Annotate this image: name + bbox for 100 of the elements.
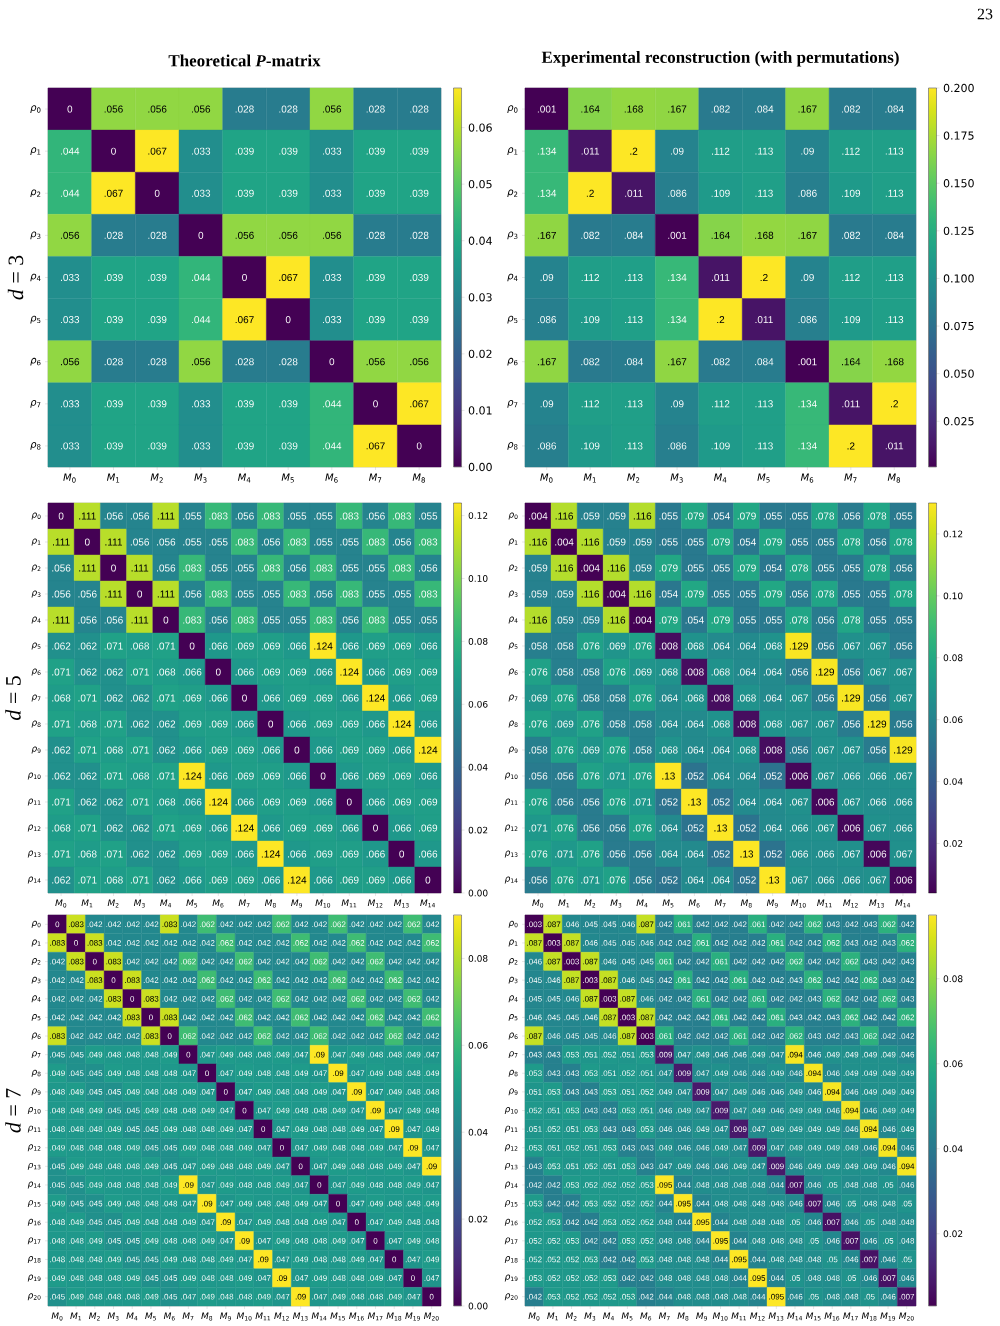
data-label: .048: [387, 1182, 402, 1188]
y-tick-label: ρ$_{9}$: [508, 1088, 518, 1096]
data-label: .048: [293, 1089, 309, 1095]
data-label: .048: [694, 1256, 710, 1263]
data-label: .006: [815, 798, 835, 806]
data-label: .048: [405, 1200, 421, 1207]
data-label: .056: [130, 538, 149, 546]
data-label: .046: [564, 995, 579, 1002]
data-label: .167: [798, 231, 817, 239]
data-label: .047: [312, 1070, 327, 1077]
data-label: .047: [293, 1144, 309, 1151]
data-label: .079: [685, 512, 704, 520]
y-tick-label: ρ$_{10}$: [27, 772, 41, 780]
data-label: .042: [237, 940, 252, 946]
x-tick-label: M$_{3}$: [194, 473, 207, 483]
data-label: .044: [192, 316, 211, 324]
data-label: .048: [349, 1163, 365, 1170]
data-label: .048: [218, 1293, 234, 1300]
data-label: .045: [106, 1089, 121, 1095]
data-label: .055: [419, 512, 438, 520]
data-label: .043: [601, 1107, 617, 1114]
data-label: .05: [827, 1256, 838, 1263]
data-label: .047: [732, 1107, 747, 1114]
data-label: .046: [899, 1182, 915, 1188]
data-label: .045: [527, 977, 542, 983]
data-label: .064: [659, 694, 678, 702]
data-label: .042: [899, 921, 915, 928]
data-label: .049: [106, 1256, 121, 1263]
data-label: .048: [330, 1256, 346, 1263]
data-label: .168: [885, 358, 904, 366]
data-label: .048: [256, 1070, 271, 1077]
data-label: .094: [787, 1051, 803, 1058]
data-label: .048: [330, 1144, 346, 1151]
data-label: .053: [545, 1293, 561, 1300]
data-label: .011: [755, 316, 773, 324]
data-label: .048: [68, 1107, 84, 1114]
data-label: .049: [862, 1163, 877, 1170]
data-label: .048: [424, 1089, 440, 1095]
data-label: .064: [711, 772, 730, 780]
data-label: .048: [199, 1144, 215, 1151]
data-label: .047: [218, 1237, 234, 1244]
data-label: .055: [340, 538, 359, 546]
data-label: .048: [162, 1107, 178, 1114]
data-label: .009: [732, 1126, 747, 1132]
data-label: .049: [218, 1256, 234, 1263]
data-label: .049: [806, 1107, 821, 1114]
data-label: .068: [52, 694, 71, 702]
data-label: .052: [737, 876, 756, 884]
data-label: .053: [601, 1275, 617, 1281]
data-label: .164: [842, 358, 861, 366]
y-tick-label: ρ$_{0}$: [508, 920, 518, 928]
data-label: .043: [899, 995, 915, 1002]
color-bar-label: 0.150: [943, 179, 974, 188]
data-label: .056: [555, 798, 574, 806]
data-label: .049: [199, 1163, 215, 1170]
data-label: .042: [676, 1033, 691, 1039]
data-label: .056: [323, 231, 342, 239]
data-label: .083: [209, 512, 228, 520]
y-tick-label: ρ$_{1}$: [508, 538, 518, 546]
data-label: .067: [842, 746, 861, 754]
data-label: .047: [181, 1293, 196, 1300]
data-label: 0: [320, 772, 326, 780]
data-label: .069: [607, 642, 626, 650]
data-label: .068: [737, 746, 756, 754]
x-tick-label: M$_{10}$: [790, 899, 806, 908]
data-label: .05: [790, 1219, 801, 1226]
data-label: .049: [162, 1256, 178, 1263]
x-tick-label: M$_{0}$: [540, 473, 553, 483]
data-label: .042: [312, 1014, 327, 1021]
data-label: .055: [235, 590, 254, 598]
x-tick-label: M$_{4}$: [160, 899, 172, 908]
data-label: .066: [183, 668, 202, 676]
data-label: .042: [843, 921, 859, 928]
data-label: .033: [192, 147, 211, 155]
data-label: .048: [368, 1163, 383, 1170]
data-label: .042: [424, 995, 440, 1002]
data-label: .042: [732, 940, 747, 946]
x-tick-label: M$_{7}$: [368, 473, 382, 483]
data-label: .042: [387, 940, 402, 946]
data-label: .066: [366, 798, 385, 806]
data-label: .049: [330, 1293, 346, 1300]
data-label: .066: [235, 720, 254, 728]
data-label: .067: [235, 316, 254, 324]
data-label: .062: [218, 995, 234, 1002]
data-label: .049: [143, 1237, 159, 1244]
data-label: .042: [564, 1219, 579, 1226]
data-label: .051: [620, 1089, 635, 1095]
y-tick-label: ρ$_{20}$: [27, 1293, 41, 1301]
data-label: .042: [405, 958, 421, 965]
data-label: .049: [87, 1237, 103, 1244]
data-label: .051: [527, 1089, 542, 1095]
data-label: 0: [317, 1182, 322, 1188]
data-label: .046: [601, 1033, 617, 1039]
data-label: .048: [274, 1219, 290, 1226]
data-label: .042: [657, 940, 673, 946]
data-label: .046: [583, 1014, 598, 1021]
data-label: .055: [868, 616, 887, 624]
data-label: .039: [104, 442, 123, 450]
data-label: .109: [842, 316, 861, 324]
data-label: .076: [581, 772, 600, 780]
